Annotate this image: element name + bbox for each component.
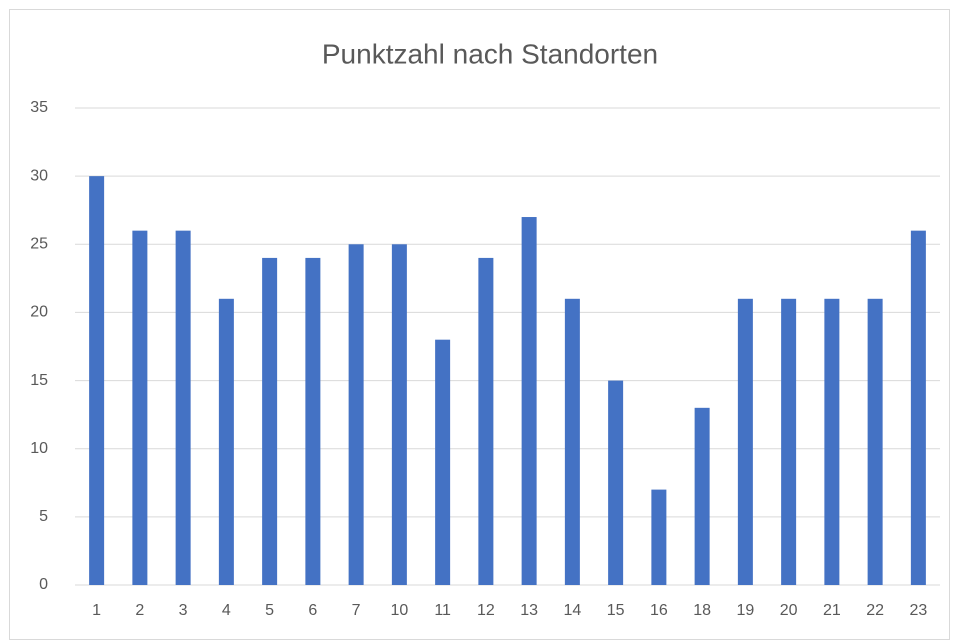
y-tick-label: 15: [30, 372, 48, 389]
y-tick-label: 5: [39, 508, 48, 525]
x-tick-label: 2: [135, 602, 144, 619]
x-tick-label: 4: [222, 602, 231, 619]
bar: [824, 298, 840, 585]
bar: [132, 230, 148, 585]
bar: [175, 230, 191, 585]
x-tick-label: 14: [563, 602, 581, 619]
x-tick-label: 15: [607, 602, 625, 619]
bar: [478, 257, 494, 585]
bar: [435, 339, 451, 585]
bar: [867, 298, 883, 585]
bar: [910, 230, 926, 585]
x-tick-label: 13: [520, 602, 538, 619]
x-tick-label: 16: [650, 602, 668, 619]
y-tick-label: 20: [30, 304, 48, 321]
chart-title: Punktzahl nach Standorten: [322, 38, 658, 69]
x-tick-label: 7: [352, 602, 361, 619]
x-tick-label: 6: [308, 602, 317, 619]
x-tick-label: 19: [736, 602, 754, 619]
y-tick-label: 0: [39, 576, 48, 593]
x-tick-label: 12: [477, 602, 495, 619]
bar: [781, 298, 797, 585]
x-tick-label: 22: [866, 602, 884, 619]
y-tick-label: 35: [30, 99, 48, 116]
x-tick-label: 18: [693, 602, 711, 619]
bar: [348, 244, 364, 586]
y-tick-label: 30: [30, 167, 48, 184]
bar: [262, 257, 278, 585]
bar: [651, 489, 667, 585]
bar: [521, 217, 537, 585]
bar: [694, 407, 710, 585]
x-tick-label: 1: [92, 602, 101, 619]
x-tick-label: 11: [434, 602, 451, 619]
x-tick-label: 3: [179, 602, 188, 619]
x-tick-label: 10: [390, 602, 408, 619]
bar: [305, 257, 321, 585]
y-tick-label: 10: [30, 440, 48, 457]
x-tick-label: 5: [265, 602, 274, 619]
bar: [391, 244, 407, 586]
bar: [737, 298, 753, 585]
y-tick-label: 25: [30, 236, 48, 253]
x-tick-label: 21: [823, 602, 841, 619]
bar: [608, 380, 624, 585]
x-tick-label: 23: [909, 602, 927, 619]
bar: [89, 176, 105, 585]
bar: [218, 298, 234, 585]
x-tick-label: 20: [780, 602, 798, 619]
bar: [564, 298, 580, 585]
